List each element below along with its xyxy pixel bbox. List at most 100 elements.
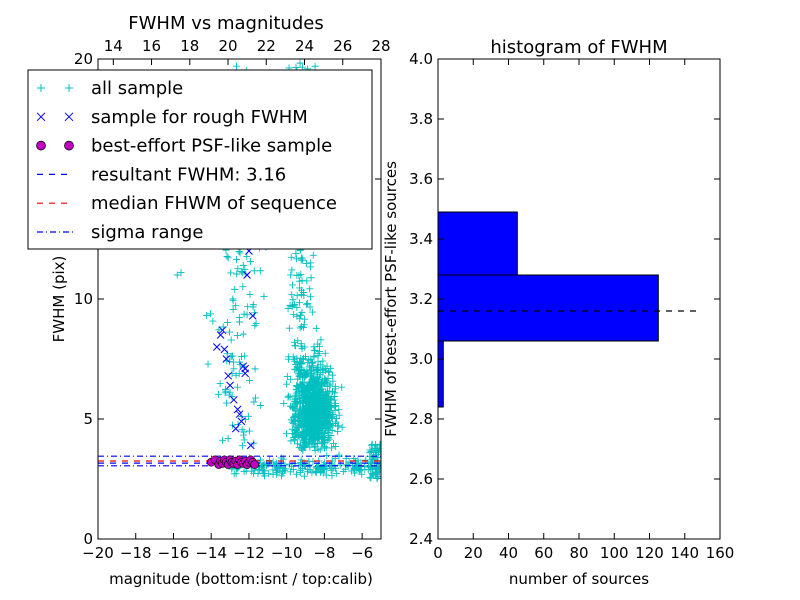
legend: all sample sample for rough FWHM best-effo…: [27, 69, 373, 250]
all-sample-point: [367, 458, 375, 466]
all-sample-point: [273, 470, 281, 478]
all-sample-point: [327, 466, 335, 474]
all-sample-point: [318, 438, 326, 446]
all-sample-point: [295, 358, 303, 366]
all-sample-point: [318, 435, 326, 443]
y-tick-label: 20: [74, 50, 93, 68]
top-tick-label: 18: [180, 37, 199, 55]
legend-marker: [36, 112, 46, 122]
all-sample-point: [300, 387, 308, 395]
all-sample-point: [321, 349, 329, 357]
all-sample-point: [295, 271, 303, 279]
all-sample-point: [293, 383, 301, 391]
x-tick-label: −16: [158, 544, 190, 562]
all-sample-point: [308, 469, 316, 477]
all-sample-point: [324, 425, 332, 433]
all-sample-point: [321, 367, 329, 375]
all-sample-point: [307, 355, 315, 363]
rough-fwhm-point: [246, 441, 255, 450]
all-sample-point: [240, 436, 248, 444]
all-sample-point: [227, 269, 235, 277]
rough-fwhm-point: [226, 381, 234, 390]
all-sample-point: [367, 474, 375, 482]
all-sample-point: [323, 362, 331, 370]
all-sample-point: [366, 473, 374, 481]
rough-fwhm-point: [243, 271, 251, 279]
all-sample-point: [373, 475, 381, 483]
legend-label: median FHWM of sequence: [91, 193, 337, 214]
all-sample-point: [328, 404, 336, 412]
all-sample-point: [309, 308, 317, 316]
all-sample-point: [289, 296, 297, 304]
all-sample-point: [230, 358, 238, 366]
all-sample-point: [307, 366, 315, 374]
right-y-axis-label: FWHM of best-effort PSF-like sources: [382, 161, 400, 437]
all-sample-point: [297, 354, 305, 362]
all-sample-point: [283, 430, 291, 438]
all-sample-point: [287, 271, 295, 279]
all-sample-point: [376, 468, 381, 476]
all-sample-point: [225, 391, 233, 399]
all-sample-point: [335, 451, 343, 459]
all-sample-point: [306, 397, 314, 405]
x-tick-label: 60: [534, 544, 553, 562]
all-sample-point: [304, 382, 312, 390]
all-sample-point: [303, 431, 311, 439]
all-sample-point: [256, 267, 264, 275]
all-sample-point: [314, 445, 322, 453]
histogram-bar: [438, 274, 659, 342]
all-sample-point: [232, 302, 240, 310]
legend-marker: [36, 140, 46, 151]
all-sample-point: [231, 285, 239, 293]
all-sample-point: [293, 292, 301, 300]
all-sample-point: [332, 415, 340, 423]
x-tick-label: −12: [233, 544, 265, 562]
all-sample-point: [229, 305, 237, 313]
all-sample-point: [244, 412, 252, 420]
all-sample-point: [235, 313, 243, 321]
all-sample-point: [302, 300, 310, 308]
all-sample-point: [301, 353, 309, 361]
histogram-bars: [438, 211, 659, 408]
all-sample-point: [321, 444, 329, 452]
all-sample-point: [314, 365, 322, 373]
all-sample-point: [246, 376, 254, 384]
histogram-bar: [438, 340, 444, 408]
all-sample-point: [228, 392, 236, 400]
all-sample-point: [297, 445, 305, 453]
all-sample-point: [312, 419, 320, 427]
all-sample-point: [305, 461, 313, 469]
all-sample-point: [319, 408, 327, 416]
x-tick-label: 40: [499, 544, 518, 562]
y-tick-label: 2.8: [409, 410, 433, 428]
all-sample-point: [320, 400, 328, 408]
all-sample-point: [233, 332, 241, 340]
psf-like-points: [206, 455, 259, 469]
all-sample-point: [251, 394, 259, 402]
top-tick-label: 22: [257, 37, 276, 55]
all-sample-point: [215, 326, 223, 334]
right-x-axis-label: number of sources: [509, 570, 649, 588]
all-sample-point: [308, 432, 316, 440]
all-sample-point: [300, 472, 308, 480]
all-sample-point: [366, 463, 374, 471]
all-sample-point: [310, 393, 318, 401]
all-sample-point: [299, 289, 307, 297]
all-sample-point: [314, 428, 322, 436]
all-sample-point: [307, 422, 315, 430]
all-sample-point: [279, 469, 287, 477]
all-sample-point: [354, 461, 362, 469]
all-sample-point: [229, 295, 237, 303]
all-sample-point: [310, 371, 318, 379]
all-sample-point: [246, 290, 254, 298]
all-sample-point: [319, 440, 327, 448]
legend-item: resultant FWHM: 3.16: [37, 164, 286, 185]
all-sample-point: [316, 416, 324, 424]
all-sample-point: [317, 336, 325, 344]
all-sample-point: [309, 410, 317, 418]
top-tick-label: 14: [104, 37, 123, 55]
all-sample-point: [332, 443, 340, 451]
all-sample-point: [295, 410, 303, 418]
rough-fwhm-point: [241, 364, 250, 373]
all-sample-point: [312, 380, 320, 388]
